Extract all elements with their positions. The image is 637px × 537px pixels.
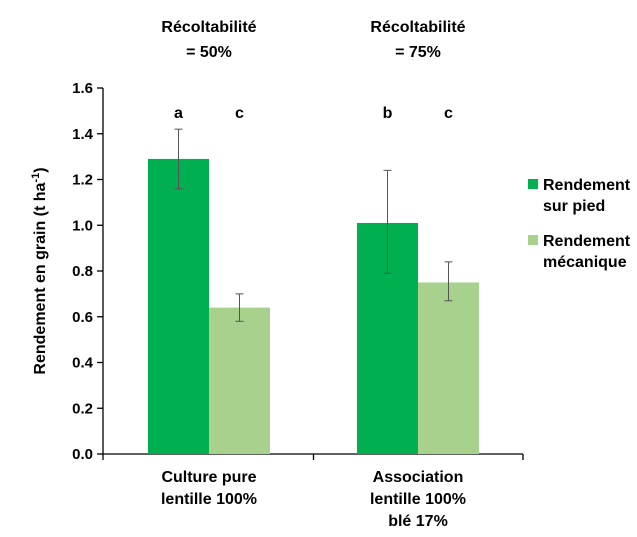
labels: a b c c Récoltabilité = 50% Récoltabilité = 75%…: [161, 19, 466, 530]
y-tick-label: 0.0: [72, 446, 93, 463]
bars: [148, 128, 479, 454]
x-category-label: Association: [373, 469, 464, 486]
harvestability-annotation: Récoltabilité: [161, 19, 256, 36]
significance-letter: a: [174, 105, 183, 122]
y-tick-label: 0.8: [72, 263, 93, 280]
legend-label: sur pied: [543, 198, 605, 215]
significance-letter: c: [235, 105, 244, 122]
bar: [418, 282, 479, 454]
legend-label: Rendement: [543, 233, 631, 250]
x-category-label: lentille 100%: [370, 491, 466, 508]
legend: Rendement sur pied Rendement mécanique: [528, 177, 631, 271]
significance-letter: b: [383, 105, 393, 122]
legend-label: mécanique: [543, 254, 627, 271]
x-category-label: lentille 100%: [161, 491, 257, 508]
legend-swatch: [528, 235, 538, 245]
y-axis-title: Rendement en grain (t ha-1): [30, 167, 49, 374]
legend-swatch: [528, 179, 538, 189]
y-tick-label: 1.2: [72, 172, 93, 189]
y-tick-label: 1.6: [72, 80, 93, 97]
significance-letter: c: [444, 105, 453, 122]
legend-label: Rendement: [543, 177, 631, 194]
x-category-label: blé 17%: [388, 513, 448, 530]
harvestability-annotation: Récoltabilité: [370, 19, 465, 36]
axes: 0.0 0.2 0.4 0.6 0.8 1.0 1.2 1.4 1.6 Rendement en …: [30, 80, 524, 463]
y-tick-label: 0.4: [72, 355, 94, 372]
x-category-label: Culture pure: [161, 469, 256, 486]
y-tick-label: 0.6: [72, 309, 93, 326]
bar: [148, 158, 209, 454]
y-tick-label: 1.4: [72, 126, 94, 143]
bar: [209, 307, 270, 454]
y-tick-label: 0.2: [72, 400, 93, 417]
harvestability-annotation: = 50%: [186, 44, 232, 61]
y-tick-label: 1.0: [72, 217, 93, 234]
harvestability-annotation: = 75%: [395, 44, 441, 61]
